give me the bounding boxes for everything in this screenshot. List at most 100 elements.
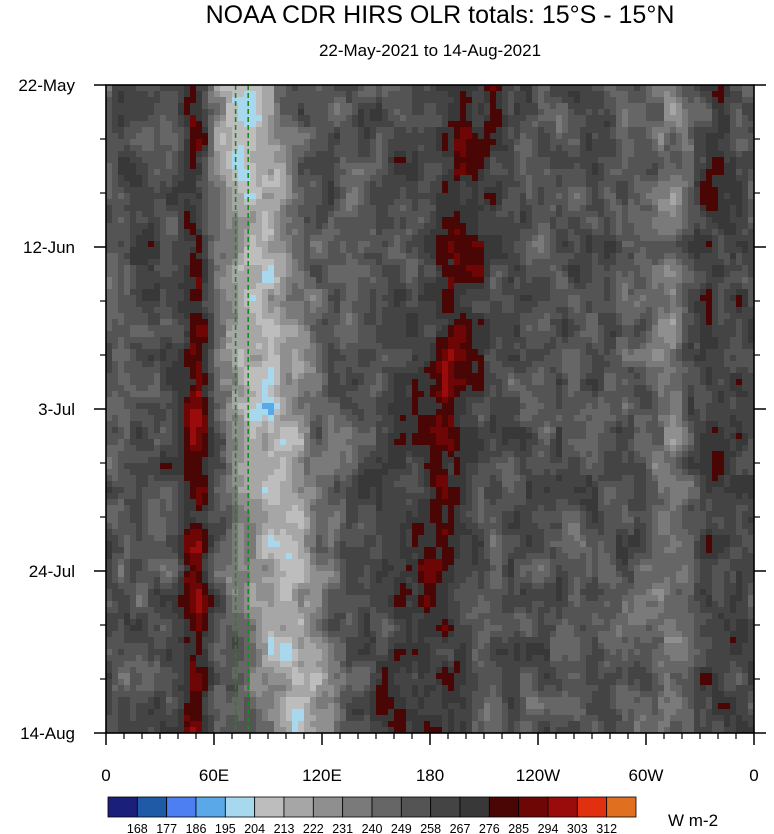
heatmap-cell bbox=[364, 235, 371, 242]
heatmap-cell bbox=[112, 295, 119, 302]
heatmap-cell bbox=[730, 271, 737, 278]
heatmap-cell bbox=[238, 187, 245, 194]
heatmap-cell bbox=[310, 253, 317, 260]
heatmap-cell bbox=[166, 229, 173, 236]
heatmap-cell bbox=[364, 331, 371, 338]
heatmap-cell bbox=[604, 133, 611, 140]
heatmap-cell bbox=[424, 109, 431, 116]
heatmap-cell bbox=[124, 163, 131, 170]
heatmap-cell bbox=[154, 175, 161, 182]
heatmap-cell bbox=[610, 307, 617, 314]
heatmap-cell bbox=[730, 235, 737, 242]
heatmap-cell bbox=[268, 103, 275, 110]
heatmap-cell bbox=[658, 211, 665, 218]
heatmap-cell bbox=[586, 349, 593, 356]
heatmap-cell bbox=[340, 337, 347, 344]
heatmap-cell bbox=[382, 325, 389, 332]
heatmap-cell bbox=[622, 193, 629, 200]
heatmap-cell bbox=[208, 205, 215, 212]
heatmap-cell bbox=[208, 355, 215, 362]
heatmap-cell bbox=[742, 91, 749, 98]
heatmap-cell bbox=[658, 289, 665, 296]
heatmap-cell bbox=[646, 229, 653, 236]
heatmap-cell bbox=[712, 193, 719, 200]
heatmap-cell bbox=[670, 187, 677, 194]
heatmap-cell bbox=[748, 151, 755, 158]
heatmap-cell bbox=[742, 229, 749, 236]
heatmap-cell bbox=[196, 181, 203, 188]
heatmap-cell bbox=[598, 253, 605, 260]
heatmap-cell bbox=[124, 85, 131, 92]
heatmap-cell bbox=[166, 109, 173, 116]
heatmap-cell bbox=[142, 235, 149, 242]
heatmap-cell bbox=[208, 253, 215, 260]
heatmap-cell bbox=[274, 133, 281, 140]
heatmap-cell bbox=[250, 169, 257, 176]
heatmap-cell bbox=[346, 127, 353, 134]
heatmap-cell bbox=[460, 337, 467, 344]
heatmap-cell bbox=[328, 109, 335, 116]
heatmap-cell bbox=[550, 277, 557, 284]
heatmap-cell bbox=[244, 235, 251, 242]
heatmap-cell bbox=[646, 349, 653, 356]
heatmap-cell bbox=[700, 199, 707, 206]
heatmap-cell bbox=[220, 307, 227, 314]
heatmap-cell bbox=[370, 169, 377, 176]
heatmap-cell bbox=[280, 247, 287, 254]
heatmap-cell bbox=[664, 241, 671, 248]
heatmap-cell bbox=[610, 115, 617, 122]
heatmap-cell bbox=[364, 151, 371, 158]
heatmap-cell bbox=[118, 139, 125, 146]
heatmap-cell bbox=[274, 163, 281, 170]
heatmap-cell bbox=[328, 277, 335, 284]
heatmap-cell bbox=[532, 307, 539, 314]
heatmap-cell bbox=[526, 211, 533, 218]
heatmap-cell bbox=[550, 283, 557, 290]
heatmap-cell bbox=[256, 193, 263, 200]
heatmap-cell bbox=[400, 127, 407, 134]
heatmap-cell bbox=[652, 313, 659, 320]
heatmap-cell bbox=[454, 85, 461, 92]
heatmap-cell bbox=[406, 217, 413, 224]
heatmap-cell bbox=[178, 133, 185, 140]
heatmap-cell bbox=[310, 319, 317, 326]
heatmap-cell bbox=[418, 283, 425, 290]
heatmap-cell bbox=[664, 187, 671, 194]
heatmap-cell bbox=[202, 325, 209, 332]
heatmap-cell bbox=[424, 349, 431, 356]
heatmap-cell bbox=[730, 127, 737, 134]
heatmap-cell bbox=[664, 205, 671, 212]
heatmap-cell bbox=[622, 115, 629, 122]
heatmap-cell bbox=[676, 217, 683, 224]
heatmap-cell bbox=[466, 277, 473, 284]
heatmap-cell bbox=[442, 91, 449, 98]
heatmap-cell bbox=[304, 319, 311, 326]
heatmap-cell bbox=[586, 163, 593, 170]
heatmap-cell bbox=[592, 145, 599, 152]
heatmap-cell bbox=[214, 229, 221, 236]
heatmap-cell bbox=[544, 133, 551, 140]
heatmap-cell bbox=[190, 277, 197, 284]
heatmap-cell bbox=[688, 169, 695, 176]
heatmap-cell bbox=[136, 229, 143, 236]
heatmap-cell bbox=[520, 283, 527, 290]
heatmap-cell bbox=[400, 121, 407, 128]
heatmap-cell bbox=[610, 259, 617, 266]
heatmap-cell bbox=[640, 217, 647, 224]
heatmap-cell bbox=[712, 103, 719, 110]
heatmap-cell bbox=[376, 115, 383, 122]
heatmap-cell bbox=[436, 115, 443, 122]
heatmap-cell bbox=[526, 313, 533, 320]
heatmap-cell bbox=[682, 181, 689, 188]
heatmap-cell bbox=[664, 253, 671, 260]
heatmap-cell bbox=[460, 319, 467, 326]
heatmap-cell bbox=[610, 319, 617, 326]
heatmap-cell bbox=[298, 265, 305, 272]
heatmap-cell bbox=[292, 139, 299, 146]
heatmap-cell bbox=[316, 265, 323, 272]
heatmap-cell bbox=[430, 163, 437, 170]
heatmap-cell bbox=[592, 181, 599, 188]
heatmap-cell bbox=[688, 145, 695, 152]
heatmap-cell bbox=[202, 289, 209, 296]
heatmap-cell bbox=[484, 145, 491, 152]
